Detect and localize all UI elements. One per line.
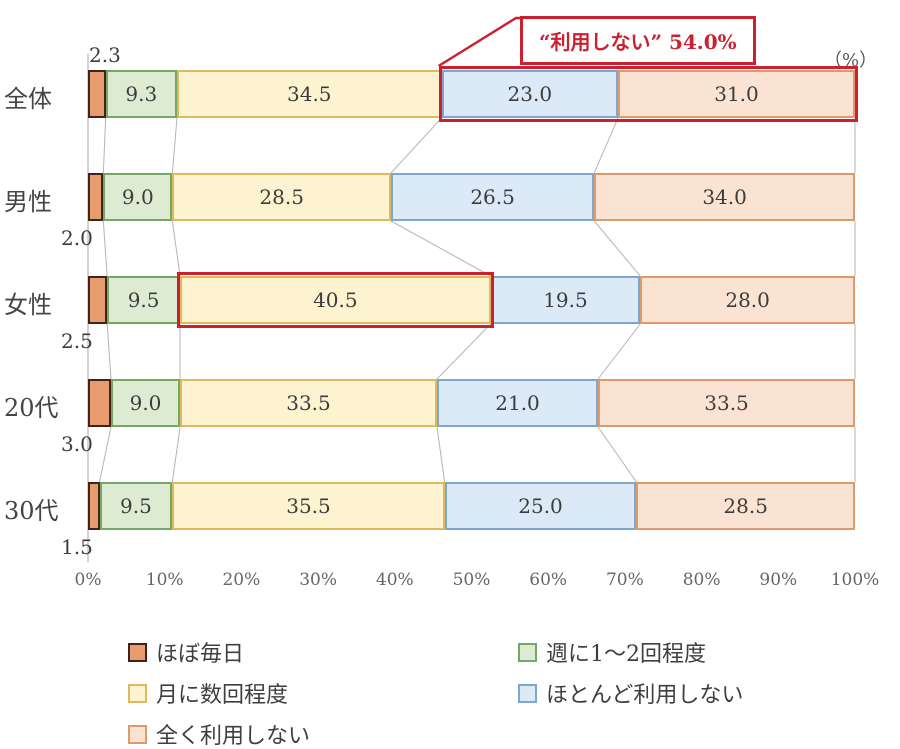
bar-segment: 28.5: [636, 482, 855, 530]
bar-segment: 9.5: [107, 276, 181, 324]
bar-value-outside: 2.5: [61, 329, 93, 353]
bar-value-outside: 2.3: [89, 43, 121, 67]
x-axis-tick-label: 80%: [682, 570, 721, 590]
bar-segment: 9.5: [99, 482, 173, 530]
bar-segment: 34.0: [594, 173, 855, 221]
bar-segment: [88, 379, 111, 427]
legend-item-0: ほぼ毎日: [128, 636, 244, 668]
bar-segment: 25.0: [444, 482, 637, 530]
bar-segment: 28.5: [172, 173, 391, 221]
annotation-callout: “利用しない” 54.0%: [520, 16, 756, 65]
legend-item-4: 全く利用しない: [128, 718, 310, 749]
bar-segment: 26.5: [390, 173, 595, 221]
bar-segment: [88, 276, 108, 324]
x-axis-tick-label: 90%: [759, 570, 798, 590]
bar-segment: 19.5: [490, 276, 641, 324]
x-axis-tick-label: 0%: [74, 570, 102, 590]
legend-label: 週に1〜2回程度: [546, 642, 706, 667]
bar-segment: 33.5: [180, 379, 437, 427]
x-axis-tick-label: 70%: [605, 570, 644, 590]
legend-label: ほとんど利用しない: [546, 683, 744, 708]
bar-segment: 34.5: [176, 70, 442, 118]
bar-segment: 35.5: [172, 482, 445, 530]
bar-value-outside: 3.0: [61, 432, 93, 456]
bar-segment: 23.0: [441, 70, 618, 118]
category-label-0: 全体: [4, 85, 52, 113]
bar-value-outside: 2.0: [61, 226, 93, 250]
category-label-3: 20代: [4, 394, 59, 422]
x-axis-tick-label: 40%: [375, 570, 414, 590]
legend-label: 全く利用しない: [156, 724, 311, 749]
x-axis-tick-label: 10%: [145, 570, 184, 590]
legend-swatch: [128, 642, 147, 662]
bar-segment: [88, 482, 100, 530]
unit-label: （%）: [824, 50, 878, 71]
legend-swatch: [128, 683, 147, 703]
bar-segment: 40.5: [180, 276, 491, 324]
bar-segment: 9.3: [105, 70, 177, 118]
legend-item-2: 月に数回程度: [128, 677, 288, 709]
category-label-4: 30代: [4, 497, 59, 525]
legend-swatch: [518, 642, 537, 662]
bar-segment: 28.0: [640, 276, 855, 324]
bar-segment: 31.0: [617, 70, 855, 118]
x-axis-tick-label: 60%: [529, 570, 568, 590]
x-axis-tick-label: 20%: [222, 570, 261, 590]
legend-item-3: ほとんど利用しない: [518, 677, 743, 709]
x-axis-tick-label: 100%: [830, 570, 880, 590]
x-axis-tick-label: 50%: [452, 570, 491, 590]
legend-label: ほぼ毎日: [156, 642, 245, 667]
legend-label: 月に数回程度: [156, 683, 289, 708]
category-label-2: 女性: [4, 291, 52, 319]
legend-swatch: [128, 724, 147, 744]
bar-segment: [88, 173, 104, 221]
legend-swatch: [518, 683, 537, 703]
bar-segment: 21.0: [436, 379, 599, 427]
bar-segment: 33.5: [598, 379, 855, 427]
category-label-1: 男性: [4, 188, 52, 216]
bar-segment: 9.0: [103, 173, 173, 221]
bar-segment: [88, 70, 106, 118]
bar-value-outside: 1.5: [61, 535, 93, 559]
legend-item-1: 週に1〜2回程度: [518, 636, 706, 668]
x-axis-tick-label: 30%: [299, 570, 337, 590]
bar-segment: 9.0: [111, 379, 181, 427]
